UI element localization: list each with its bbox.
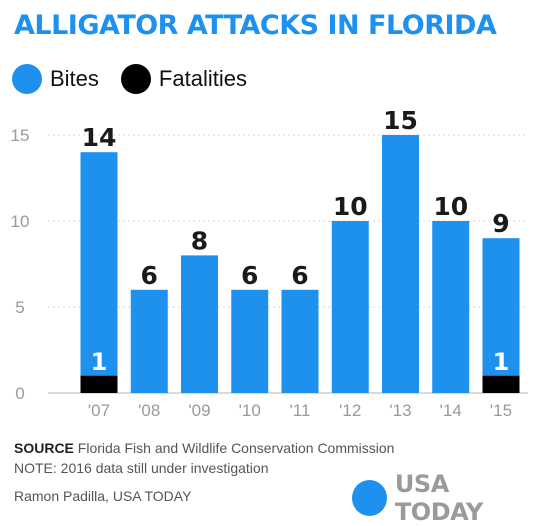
chart-title: ALLIGATOR ATTACKS IN FLORIDA — [14, 10, 497, 41]
brand-dot-icon — [352, 480, 387, 516]
data-label-bites-7: 10 — [433, 192, 468, 221]
source-text: Florida Fish and Wildlife Conservation C… — [77, 440, 395, 456]
y-tick-label-0: 0 — [15, 384, 24, 403]
data-label-bites-0: 14 — [82, 123, 117, 152]
legend-swatch-fatalities — [120, 64, 151, 94]
legend-item-fatalities: Fatalities — [120, 64, 247, 94]
x-tick-label-5: '12 — [339, 401, 361, 420]
x-tick-label-7: '14 — [440, 401, 462, 420]
x-tick-label-2: '09 — [188, 401, 210, 420]
usa-today-logo: USA TODAY — [352, 470, 540, 526]
credit-text: Ramon Padilla, USA TODAY — [14, 488, 192, 504]
data-label-bites-5: 10 — [333, 192, 368, 221]
data-label-fatalities-8: 1 — [493, 348, 510, 376]
y-tick-label-10: 10 — [11, 212, 30, 231]
bar-bites-6 — [382, 135, 419, 393]
brand-text: USA TODAY — [394, 470, 483, 526]
bar-bites-3 — [231, 289, 269, 393]
data-label-bites-1: 6 — [141, 261, 158, 290]
data-label-fatalities-0: 1 — [91, 348, 108, 376]
bar-bites-0 — [80, 152, 118, 393]
note-text: NOTE: 2016 data still under investigatio… — [14, 460, 269, 476]
bar-chart: 0 5 10 15 14 1 '07 6 '08 8 '09 6 '10 6 '11 10 '12 15 '13 10… — [11, 106, 528, 420]
legend: Bites Fatalities — [12, 64, 269, 94]
bar-bites-2 — [181, 255, 218, 393]
y-tick-label-15: 15 — [11, 126, 30, 145]
data-label-bites-3: 6 — [241, 261, 258, 290]
data-label-bites-6: 15 — [383, 106, 418, 135]
bar-bites-5 — [331, 221, 369, 393]
bar-bites-7 — [432, 221, 470, 393]
bar-bites-1 — [130, 289, 168, 393]
legend-label-fatalities: Fatalities — [158, 66, 247, 91]
legend-swatch-bites — [12, 64, 42, 94]
y-tick-label-5: 5 — [15, 298, 24, 317]
legend-item-bites: Bites — [12, 64, 99, 94]
x-tick-label-3: '10 — [239, 401, 261, 420]
data-label-bites-4: 6 — [291, 261, 308, 290]
x-tick-label-6: '13 — [389, 401, 411, 420]
source-label: SOURCE — [14, 440, 74, 456]
source-line: SOURCE Florida Fish and Wildlife Conserv… — [14, 440, 394, 456]
bar-fatalities-0 — [80, 375, 118, 393]
bar-bites-8 — [482, 238, 520, 393]
data-label-bites-8: 9 — [492, 209, 509, 238]
bar-fatalities-8 — [482, 375, 520, 393]
x-tick-label-0: '07 — [88, 401, 110, 420]
x-tick-label-4: '11 — [290, 401, 311, 420]
data-label-bites-2: 8 — [191, 226, 208, 255]
legend-label-bites: Bites — [50, 66, 99, 91]
bar-bites-4 — [281, 289, 319, 393]
x-tick-label-1: '08 — [138, 401, 160, 420]
x-tick-label-8: '15 — [490, 401, 512, 420]
